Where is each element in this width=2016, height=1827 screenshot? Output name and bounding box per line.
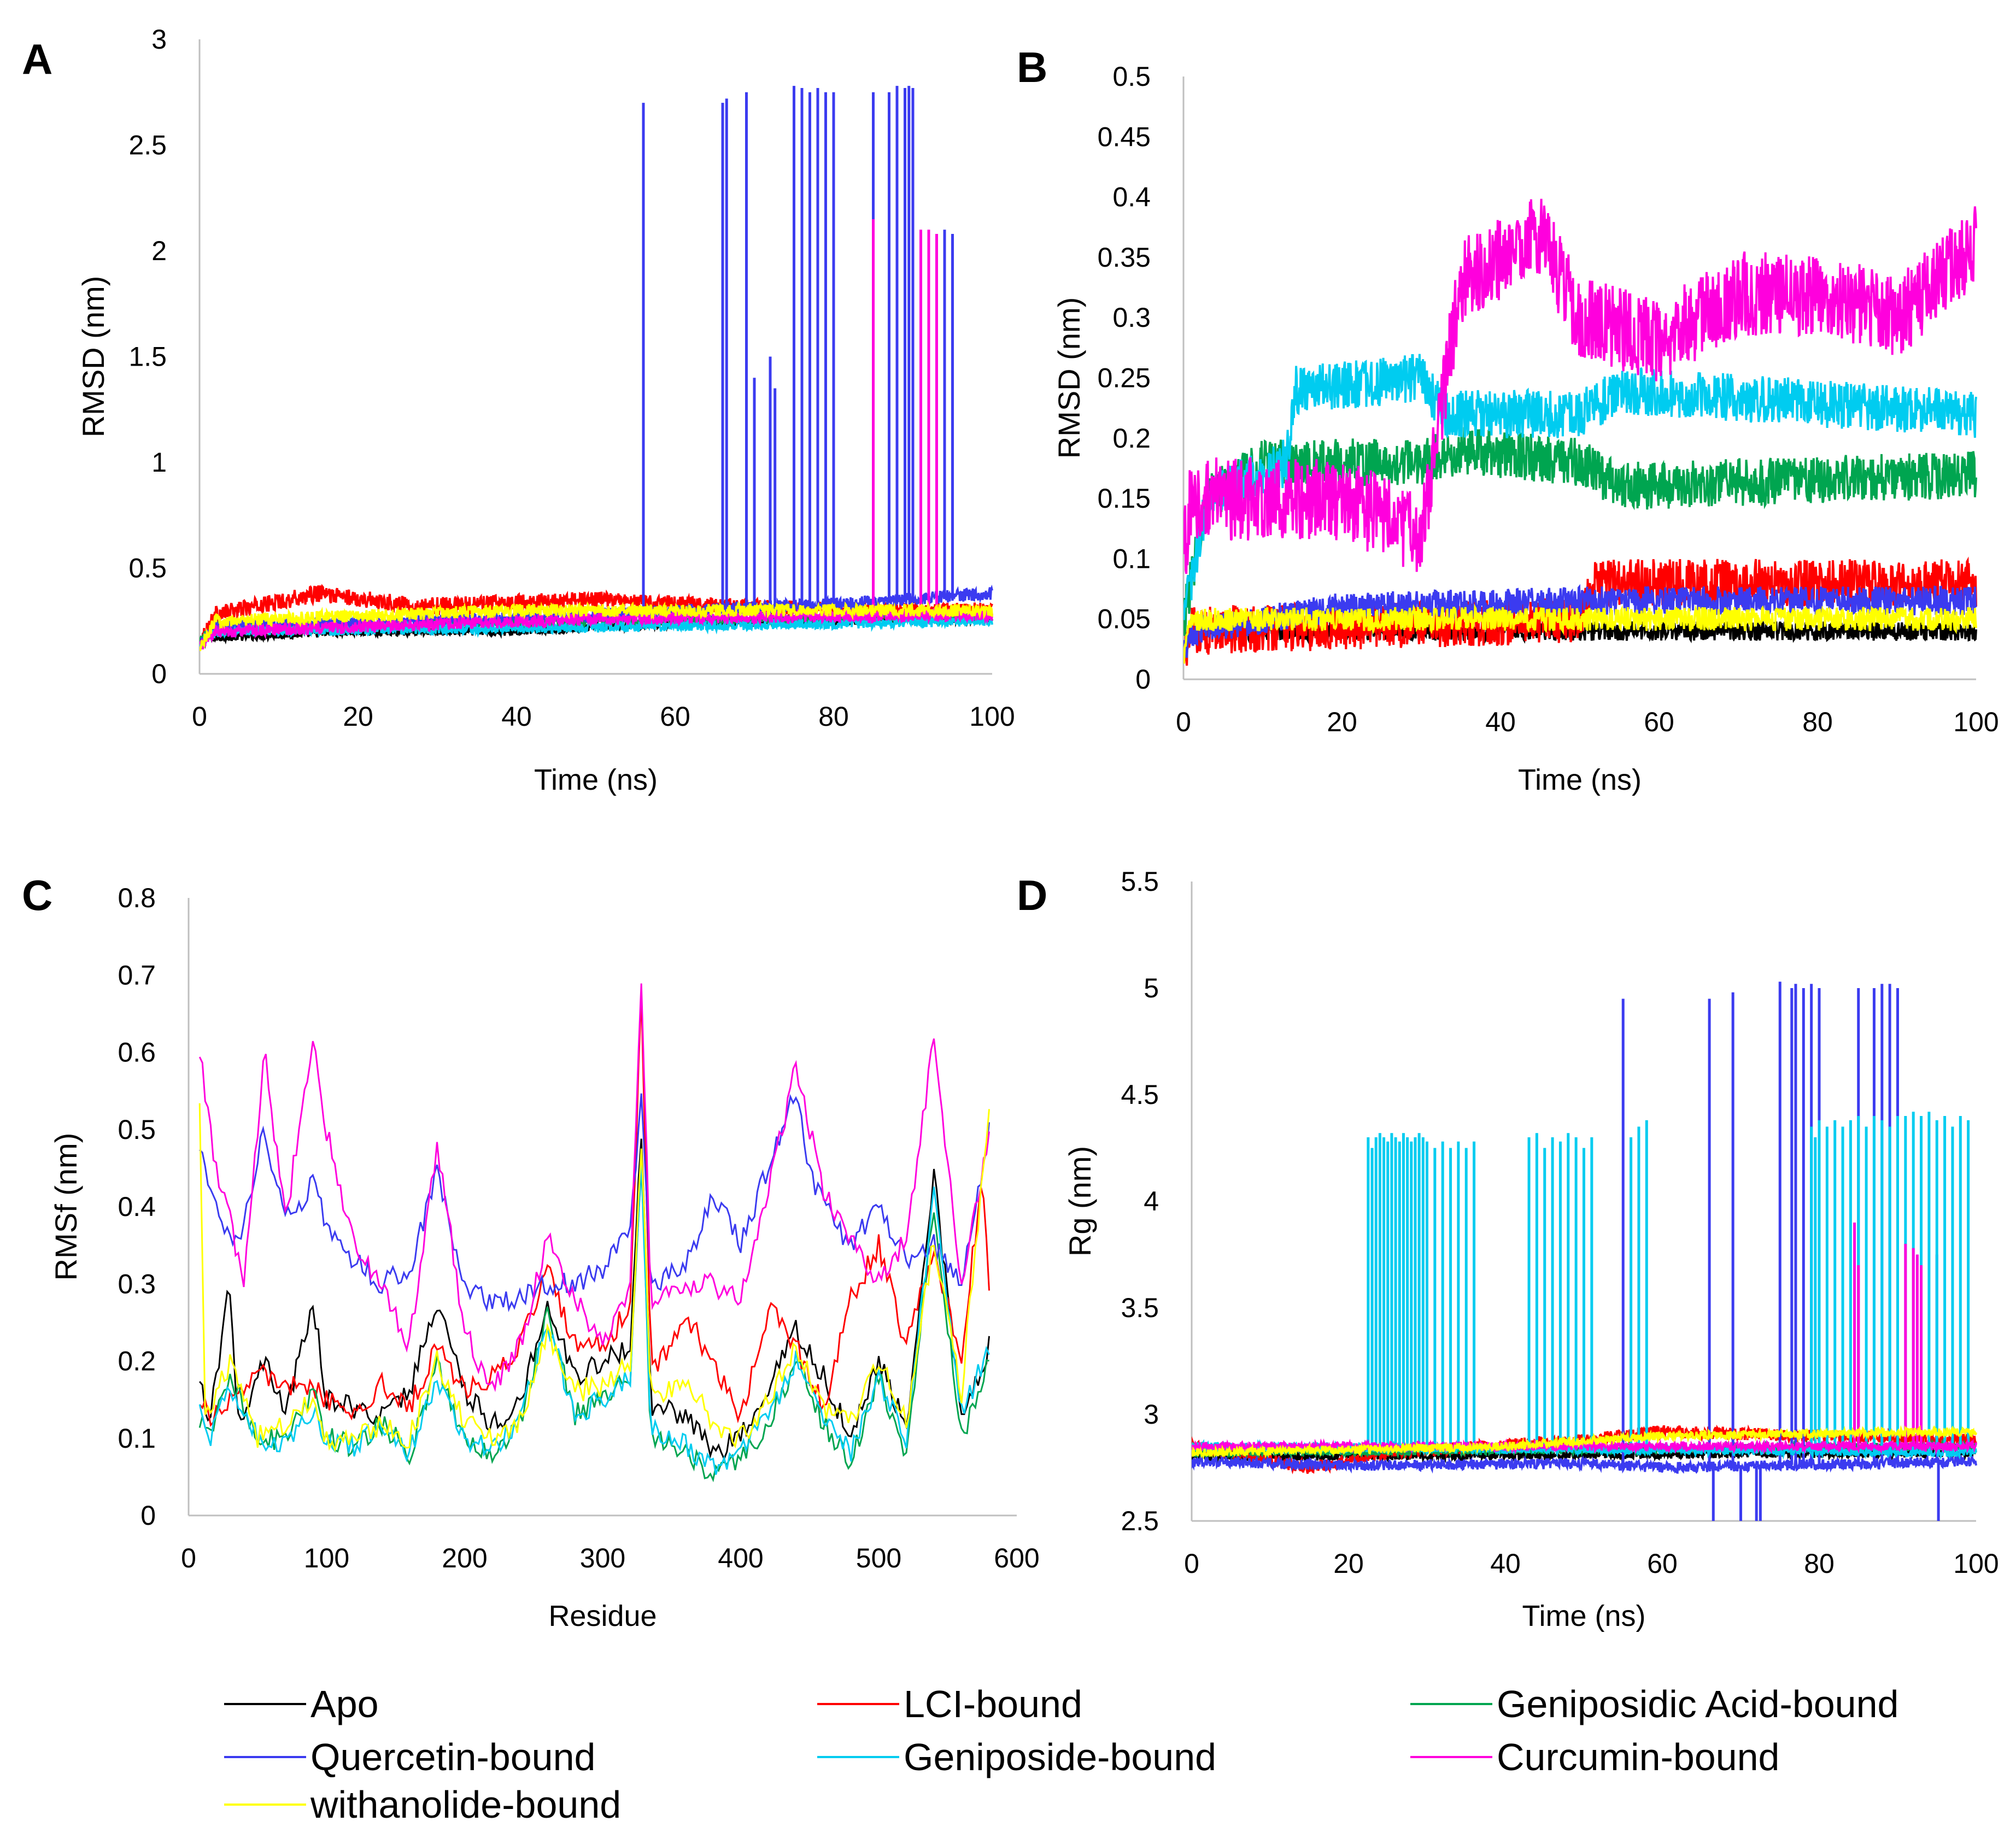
panel-letter: C [22,871,52,919]
y-tick-label: 0 [1135,664,1151,695]
series-line [1183,198,1977,574]
series-line [199,995,990,1427]
y-tick-label: 0.3 [118,1268,156,1299]
y-tick-label: 0.7 [118,960,156,990]
series-line [198,1103,990,1453]
plot-area [1192,982,1977,1521]
x-tick-label: 60 [660,701,690,732]
series-line [200,601,993,651]
y-axis-label: RMSf (nm) [49,1133,83,1281]
x-tick-label: 80 [818,701,849,732]
x-tick-label: 40 [501,701,532,732]
y-tick-label: 3.5 [1121,1293,1159,1323]
x-tick-label: 100 [304,1543,349,1573]
y-tick-label: 1 [151,447,167,478]
y-tick-label: 0.8 [118,883,156,913]
x-tick-label: 0 [1176,707,1191,737]
plot-area [1183,198,1977,666]
y-tick-label: 0.3 [1112,302,1151,333]
x-axis-label: Residue [548,1600,657,1632]
y-tick-label: 5.5 [1121,866,1159,897]
y-tick-label: 0.15 [1098,483,1151,514]
x-tick-label: 600 [994,1543,1039,1573]
y-tick-label: 0.5 [1112,61,1151,92]
y-tick-label: 0.4 [1112,182,1151,213]
y-axis-label: RMSD (nm) [76,276,110,438]
y-tick-label: 0.45 [1098,121,1151,152]
x-tick-label: 20 [1327,707,1357,737]
x-axis-label: Time (ns) [1518,763,1642,796]
series-line [1192,1453,1977,1474]
y-tick-label: 0.25 [1098,363,1151,393]
series-line [198,1158,990,1475]
y-tick-label: 0 [151,659,167,689]
y-tick-label: 0.2 [118,1346,156,1377]
y-tick-label: 0.5 [118,1114,156,1145]
y-tick-label: 0.1 [118,1423,156,1454]
x-tick-label: 0 [181,1543,196,1573]
series-line [199,1093,990,1312]
x-axis-label: Time (ns) [1522,1600,1646,1632]
y-tick-label: 4 [1144,1186,1159,1217]
x-tick-label: 40 [1485,707,1516,737]
y-tick-label: 0.05 [1098,604,1151,635]
series-line [1183,603,1977,664]
y-tick-label: 5 [1144,973,1159,1003]
x-tick-label: 500 [856,1543,901,1573]
series-line [199,1138,990,1461]
y-tick-label: 0.35 [1098,242,1151,273]
y-tick-label: 1.5 [128,342,167,372]
panel-c: C 0 100 200 300 400 500 600 0 0.1 0.2 0.3 0.4 0.5 0.6 0… [22,871,1040,1632]
x-tick-label: 60 [1644,707,1674,737]
x-tick-label: 0 [1184,1548,1199,1579]
y-tick-label: 0.2 [1112,423,1151,454]
series-line [200,606,993,650]
x-tick-label: 80 [1802,707,1833,737]
series-line [198,983,990,1393]
panel-letter: A [22,35,52,83]
x-tick-label: 400 [718,1543,763,1573]
y-tick-label: 0.6 [118,1037,156,1068]
x-tick-label: 100 [969,701,1015,732]
x-tick-label: 300 [580,1543,625,1573]
series-line [1183,354,1977,620]
panel-letter: B [1017,43,1047,91]
y-tick-label: 4.5 [1121,1079,1159,1110]
x-axis-label: Time (ns) [534,763,658,796]
y-tick-label: 0 [140,1500,156,1531]
y-axis-label: Rg (nm) [1063,1146,1097,1256]
y-axis-label: RMSD (nm) [1052,297,1086,459]
y-tick-label: 0.1 [1112,543,1151,574]
x-tick-label: 40 [1490,1548,1521,1579]
x-tick-label: 200 [442,1543,487,1573]
x-tick-label: 60 [1647,1548,1678,1579]
panel-a: A 0 20 40 60 80 100 0 0.5 1 1.5 2 2.5 3 Time (ns) RMSD … [22,24,1015,796]
series-line [1192,1425,1977,1460]
x-tick-label: 80 [1804,1548,1835,1579]
x-tick-label: 100 [1953,707,1999,737]
y-tick-label: 2.5 [128,130,167,161]
y-tick-label: 3 [151,24,167,55]
y-tick-label: 0.4 [118,1191,156,1222]
plot-area [200,86,993,651]
x-tick-label: 20 [1333,1548,1364,1579]
panel-d: D 0 20 40 60 80 100 2.5 3 3.5 4 4.5 5 5.5 Time (ns) Rg … [1017,866,1999,1632]
y-tick-label: 0.5 [128,553,167,584]
x-tick-label: 0 [192,701,207,732]
plot-area [198,983,990,1483]
panel-b: B 0 20 40 60 80 100 0 0.05 0.1 0.15 0.2 0.25 0.3 0.35 0… [1017,43,1999,796]
x-tick-label: 20 [343,701,373,732]
x-tick-label: 100 [1953,1548,1999,1579]
panel-letter: D [1017,871,1047,919]
y-tick-label: 2 [151,236,167,266]
y-tick-label: 3 [1144,1399,1159,1430]
y-tick-label: 2.5 [1121,1506,1159,1536]
